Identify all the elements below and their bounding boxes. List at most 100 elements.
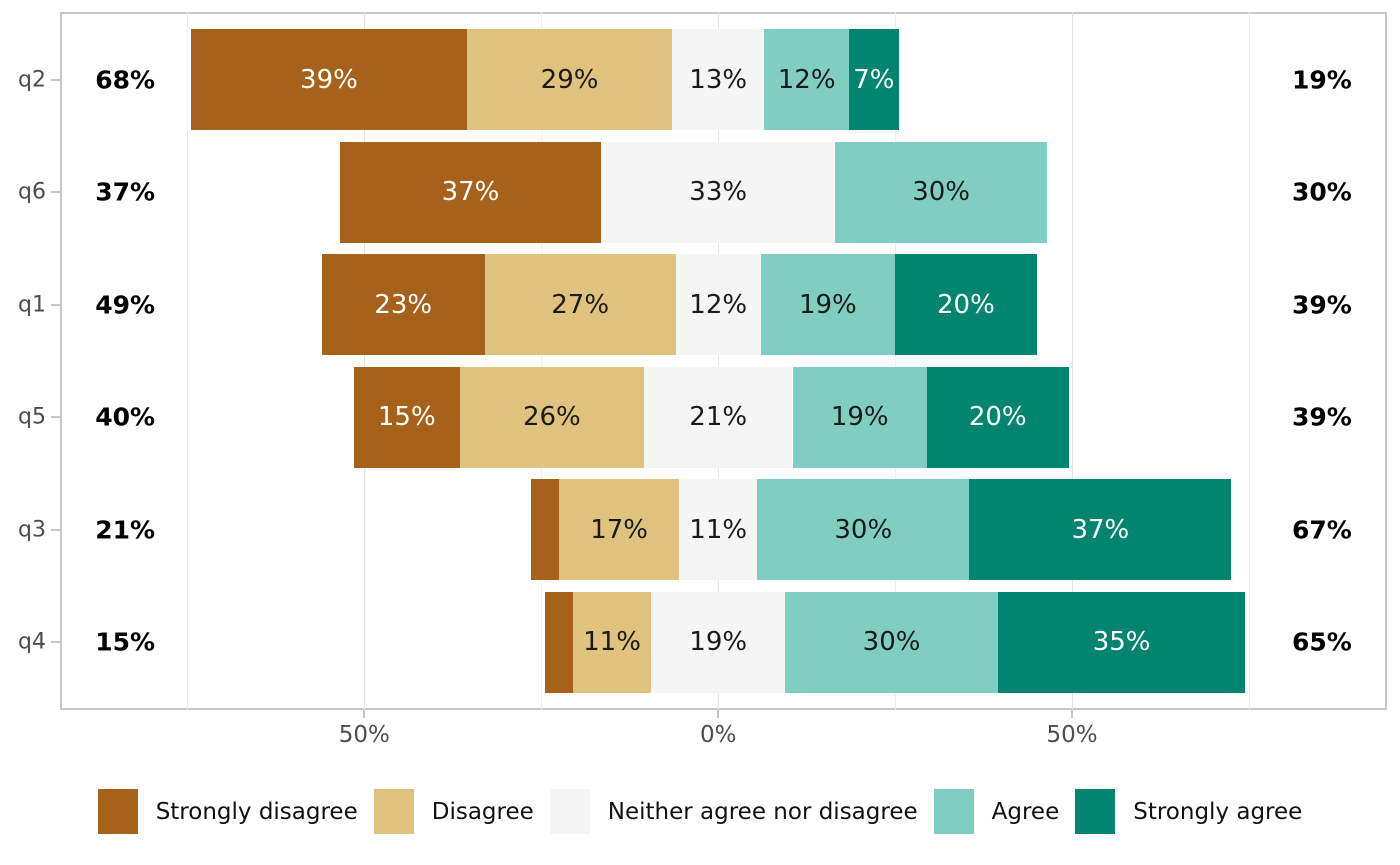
- gridline-major: [364, 12, 366, 710]
- bar-segment-q5-disagree: 26%: [459, 366, 644, 468]
- bar-row-q4: 11% 19% 30% 35%: [60, 591, 1387, 693]
- total-left-label: 37%: [95, 177, 156, 207]
- legend-swatch-agree: [933, 789, 974, 834]
- bar-segment-label: 35%: [1092, 627, 1151, 658]
- bar-segment-label: 12%: [689, 289, 748, 320]
- bar-segment-q3-strongly-disagree: [530, 479, 559, 581]
- bar-segment-label: 20%: [968, 402, 1027, 433]
- gridline-minor: [187, 12, 189, 710]
- bar-segment-q3-disagree: 17%: [558, 479, 680, 581]
- legend-item-agree: Agree: [933, 789, 1060, 834]
- y-axis-tick: [51, 303, 60, 306]
- bar-segment-label: 30%: [834, 514, 893, 545]
- gridline-minor: [541, 12, 543, 710]
- bar-row-q1: 23% 27% 12% 19% 20%: [60, 254, 1387, 356]
- bar-segment-q1-disagree: 27%: [484, 254, 676, 356]
- bar-segment-q5-strongly-agree: 20%: [926, 366, 1069, 468]
- bar-row-q6: 37% 33% 30%: [60, 141, 1387, 243]
- legend-swatch-strongly-disagree: [97, 789, 138, 834]
- total-right-label: 19%: [1291, 65, 1352, 95]
- bar-row-q3: 17% 11% 30% 37%: [60, 479, 1387, 581]
- legend-label: Strongly disagree: [155, 798, 358, 825]
- bar-segment-label: 21%: [689, 402, 748, 433]
- bar-segment-q3-strongly-agree: 37%: [969, 479, 1232, 581]
- y-axis-label-q1: q1: [18, 292, 46, 318]
- bar-segment-q1-agree: 19%: [760, 254, 896, 356]
- bar-segment-label: 19%: [830, 402, 889, 433]
- bar-segment-label: 39%: [300, 64, 358, 95]
- bar-segment-label: 11%: [689, 514, 748, 545]
- bar-segment-label: 37%: [1071, 514, 1130, 545]
- x-axis-tick: [717, 710, 720, 718]
- legend-item-disagree: Disagree: [373, 789, 534, 834]
- bar-segment-label: 19%: [798, 289, 857, 320]
- bar-segment-q6-agree: 30%: [834, 141, 1048, 243]
- bar-segment-label: 19%: [689, 627, 748, 658]
- y-axis-label-q6: q6: [18, 179, 46, 205]
- legend-swatch-disagree: [373, 789, 414, 834]
- total-left-label: 21%: [95, 515, 156, 545]
- bar-segment-q4-strongly-agree: 35%: [997, 591, 1246, 693]
- legend-item-strongly-disagree: Strongly disagree: [97, 789, 358, 834]
- chart-panel: 39% 29% 13% 12% 7% 37% 33% 30% 23% 27% 12% 19% 20% 15…: [60, 12, 1387, 710]
- total-left-label: 68%: [95, 65, 156, 95]
- y-axis-tick: [51, 191, 60, 194]
- bar-segment-q4-agree: 30%: [785, 591, 998, 693]
- legend-label: Neither agree nor disagree: [607, 798, 918, 825]
- legend-item-strongly-agree: Strongly agree: [1075, 789, 1302, 834]
- bar-segment-label: 37%: [441, 177, 500, 208]
- bar-segment-q6-strongly-disagree: 37%: [339, 141, 602, 243]
- bar-segment-q3-agree: 30%: [757, 479, 970, 581]
- bar-segment-label: 33%: [689, 177, 748, 208]
- legend-label: Disagree: [431, 798, 534, 825]
- legend-swatch-neither-agree-nor-disagree: [549, 789, 590, 834]
- bar-segment-label: 27%: [551, 289, 610, 320]
- gridline-major: [1072, 12, 1074, 710]
- y-axis-label-q2: q2: [18, 67, 46, 93]
- total-right-label: 65%: [1291, 627, 1352, 657]
- bar-segment-label: 29%: [540, 64, 599, 95]
- y-axis-tick: [51, 78, 60, 81]
- legend-item-neither-agree-nor-disagree: Neither agree nor disagree: [549, 789, 918, 834]
- bar-segment-label: 7%: [853, 64, 895, 95]
- bar-segment-label: 23%: [374, 289, 433, 320]
- gridline-minor: [1248, 12, 1250, 710]
- x-axis-tick-label: 0%: [699, 722, 737, 748]
- gridline-minor: [895, 12, 897, 710]
- bar-segment-label: 11%: [583, 627, 641, 658]
- legend-label: Agree: [991, 798, 1060, 825]
- total-left-label: 15%: [95, 627, 156, 657]
- legend-swatch-strongly-agree: [1075, 789, 1116, 834]
- total-right-label: 67%: [1291, 515, 1352, 545]
- total-right-label: 30%: [1291, 177, 1352, 207]
- bar-row-q2: 39% 29% 13% 12% 7%: [60, 29, 1387, 131]
- bar-segment-q5-agree: 19%: [792, 366, 927, 468]
- y-axis-label-q4: q4: [18, 629, 46, 655]
- bar-segment-q1-strongly-disagree: 23%: [321, 254, 485, 356]
- total-left-label: 40%: [95, 402, 156, 432]
- bar-segment-q5-strongly-disagree: 15%: [353, 366, 460, 468]
- gridline-major: [718, 12, 720, 710]
- bar-segment-q2-neither-agree-nor-disagree: 13%: [672, 29, 765, 131]
- bar-segment-q5-neither-agree-nor-disagree: 21%: [643, 366, 793, 468]
- bar-segment-q3-neither-agree-nor-disagree: 11%: [679, 479, 758, 581]
- bar-segment-label: 13%: [689, 64, 748, 95]
- y-axis-label-q3: q3: [18, 517, 46, 543]
- bar-segment-label: 30%: [912, 177, 970, 208]
- bar-segment-q1-neither-agree-nor-disagree: 12%: [675, 254, 761, 356]
- total-right-label: 39%: [1291, 402, 1352, 432]
- bar-segment-q2-strongly-disagree: 39%: [190, 29, 467, 131]
- bar-row-q5: 15% 26% 21% 19% 20%: [60, 366, 1387, 468]
- bar-segment-q4-neither-agree-nor-disagree: 19%: [650, 591, 786, 693]
- bar-segment-q2-agree: 12%: [764, 29, 850, 131]
- x-axis-tick: [363, 710, 366, 718]
- bar-segment-label: 30%: [862, 627, 921, 658]
- bar-segment-label: 20%: [936, 289, 995, 320]
- y-axis-tick: [51, 528, 60, 531]
- bar-segment-q2-strongly-agree: 7%: [849, 29, 899, 131]
- y-axis-label-q5: q5: [18, 404, 46, 430]
- bar-segment-label: 17%: [590, 514, 648, 545]
- total-right-label: 39%: [1291, 290, 1352, 320]
- x-axis-tick-label: 50%: [1046, 722, 1098, 748]
